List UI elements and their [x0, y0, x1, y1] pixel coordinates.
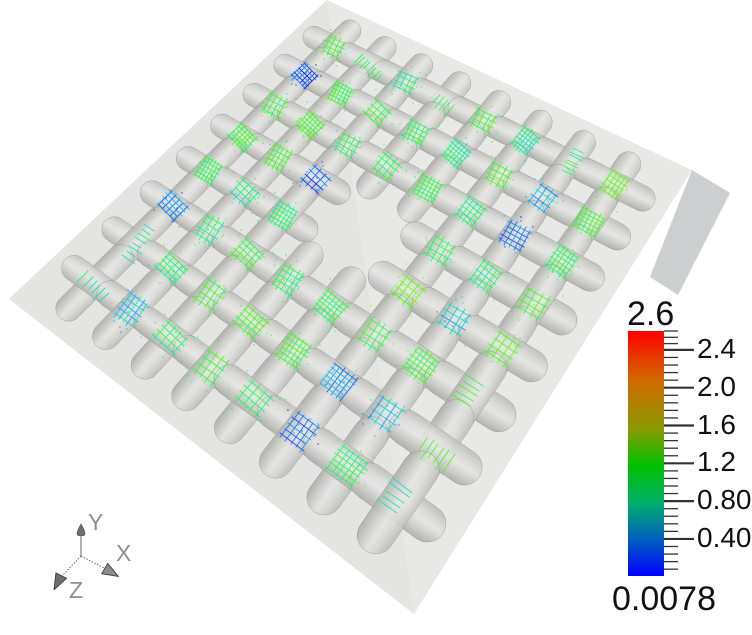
svg-text:X: X	[116, 540, 131, 566]
svg-text:Y: Y	[88, 509, 103, 535]
svg-text:Z: Z	[69, 577, 83, 603]
